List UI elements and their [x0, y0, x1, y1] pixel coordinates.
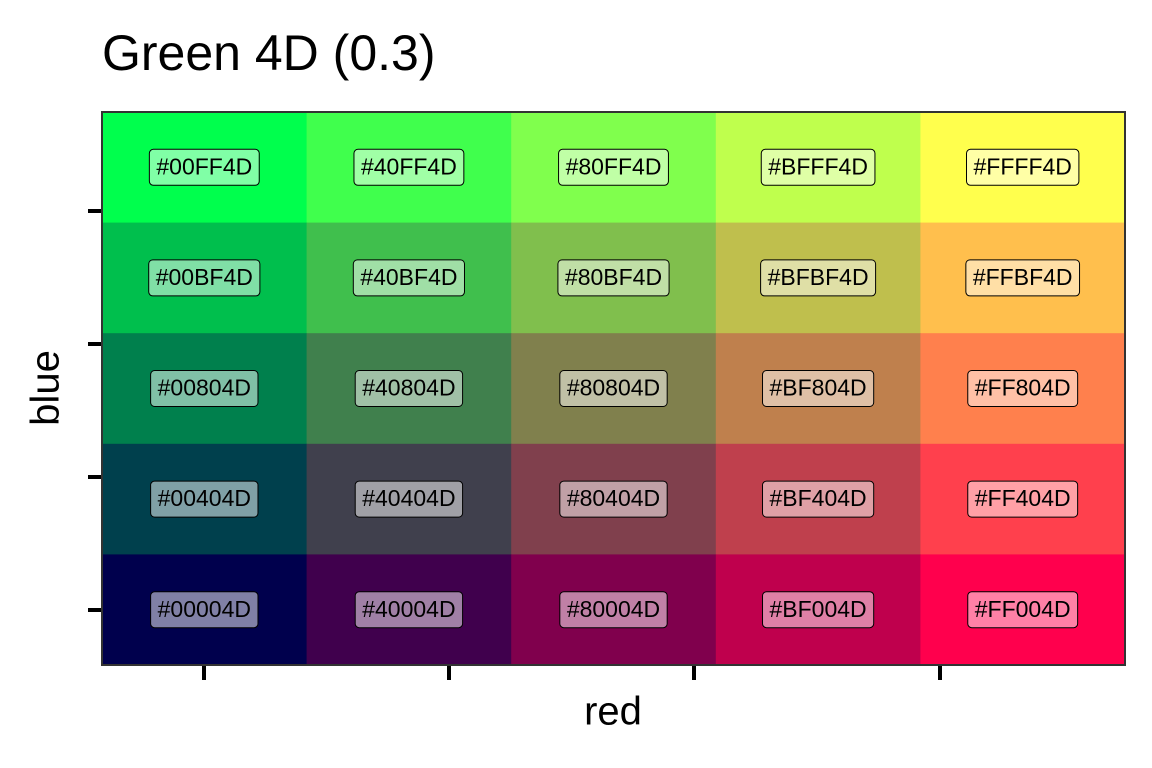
tile-label: #FFFF4D: [974, 153, 1072, 179]
label-box: [150, 591, 259, 629]
label-box: [967, 370, 1079, 407]
label-box: [762, 591, 875, 629]
label-box: [966, 148, 1080, 186]
tile-label: #00FF4D: [156, 153, 252, 179]
y-ticks: [88, 209, 101, 612]
tile-label: #00404D: [158, 485, 251, 511]
label-box: [150, 370, 259, 407]
tile-label: #40004D: [362, 596, 455, 622]
tile-label: #00BF4D: [156, 264, 253, 290]
label-box: [558, 148, 669, 186]
label-box: [559, 370, 668, 407]
label-box: [967, 591, 1079, 629]
label-box: [148, 148, 260, 186]
x-axis-title: red: [584, 690, 642, 734]
label-box: [559, 480, 668, 518]
label-box: [150, 480, 259, 518]
label-box: [760, 148, 876, 186]
label-box: [557, 259, 670, 297]
tile-label: #40804D: [362, 375, 455, 401]
tile-label: #FF004D: [975, 596, 1071, 622]
chart-title: Green 4D (0.3): [102, 25, 435, 81]
tile-label: #FF804D: [975, 375, 1071, 401]
tile-label: #40BF4D: [360, 264, 457, 290]
label-box: [965, 259, 1081, 297]
tile-label: #BFBF4D: [768, 264, 869, 290]
label-box: [762, 370, 875, 407]
tile-label: #80BF4D: [565, 264, 662, 290]
x-ticks: [202, 666, 942, 680]
y-axis-title: blue: [24, 350, 68, 426]
label-box: [760, 259, 877, 297]
label-box: [354, 591, 464, 629]
tile-label: #BF804D: [770, 375, 867, 401]
tile-label: #BF004D: [770, 596, 867, 622]
label-box: [762, 480, 875, 518]
tile-label: #FFBF4D: [973, 264, 1073, 290]
tile-label: #40404D: [362, 485, 455, 511]
tile-grid: #00FF4D #40FF4D #80FF4D #BFFF4D #FFFF4D #00BF…: [102, 112, 1126, 666]
label-box: [353, 148, 465, 186]
label-box: [148, 259, 261, 297]
label-box: [354, 480, 464, 518]
label-box: [967, 480, 1079, 518]
tile-label: #00004D: [158, 596, 251, 622]
tile-label: #BFFF4D: [768, 153, 868, 179]
panel-border: [101, 111, 1126, 666]
tile-label: #80FF4D: [566, 153, 662, 179]
label-box: [559, 591, 668, 629]
tile-label: #80804D: [567, 375, 660, 401]
label-box: [352, 259, 465, 297]
tile-label: #40FF4D: [361, 153, 457, 179]
tile-label: #80404D: [567, 485, 660, 511]
tile-label: #80004D: [567, 596, 660, 622]
tile-label: #00804D: [158, 375, 251, 401]
tile-label: #BF404D: [770, 485, 867, 511]
tile-label: #FF404D: [975, 485, 1071, 511]
label-box: [354, 370, 464, 407]
